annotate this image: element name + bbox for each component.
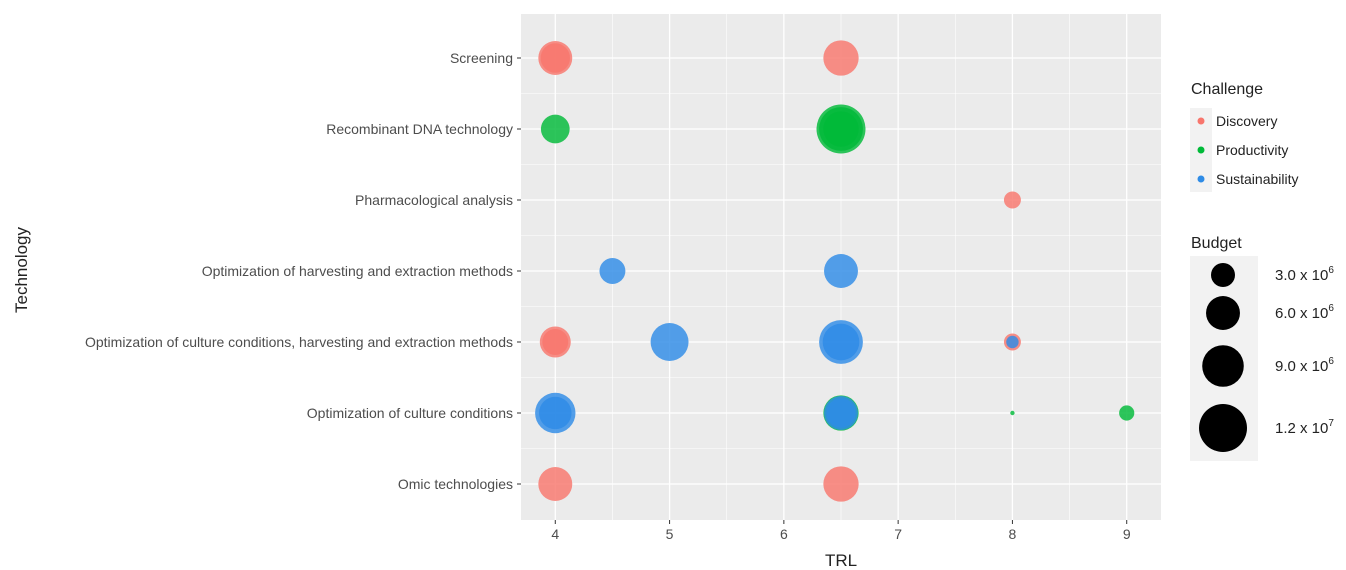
x-tick-label: 7 <box>894 526 902 542</box>
color-legend-key <box>1197 146 1205 154</box>
x-tick-label: 5 <box>666 526 674 542</box>
y-tick-label: Omic technologies <box>398 476 513 492</box>
y-tick-label: Screening <box>450 50 513 66</box>
data-point <box>1010 410 1015 416</box>
data-point <box>538 467 573 501</box>
data-point <box>599 258 626 284</box>
color-legend-title: Challenge <box>1191 81 1263 98</box>
data-point <box>823 111 859 147</box>
data-point <box>540 114 570 144</box>
data-point <box>823 466 859 502</box>
data-point <box>822 323 860 361</box>
size-legend-key <box>1202 345 1244 387</box>
y-axis-title: Technology <box>12 227 31 314</box>
x-tick-label: 8 <box>1009 526 1017 542</box>
x-tick-label: 4 <box>551 526 559 542</box>
y-tick-label: Recombinant DNA technology <box>326 121 513 137</box>
size-legend-title: Budget <box>1191 235 1242 252</box>
data-point <box>540 43 570 73</box>
size-legend-label: 6.0 x 106 <box>1275 303 1334 322</box>
data-point <box>823 40 859 76</box>
data-point <box>1006 335 1019 349</box>
size-legend-key <box>1206 296 1240 330</box>
color-legend-key <box>1197 175 1205 183</box>
data-point <box>539 396 572 430</box>
x-axis-ticks: 4 5 6 7 8 9 <box>551 520 1131 542</box>
data-point <box>650 323 689 361</box>
size-legend-label: 1.2 x 107 <box>1275 418 1334 437</box>
data-point <box>1119 405 1135 421</box>
size-legend-key <box>1199 404 1247 452</box>
color-legend-key <box>1197 117 1205 125</box>
x-axis-title: TRL <box>825 551 857 570</box>
x-tick-label: 9 <box>1123 526 1131 542</box>
color-legend-label: Productivity <box>1216 142 1288 158</box>
data-point <box>542 329 569 355</box>
y-tick-label: Pharmacological analysis <box>355 192 513 208</box>
color-legend: Challenge Discovery Productivity Sustainab… <box>1190 81 1299 192</box>
y-tick-label: Optimization of harvesting and extractio… <box>202 263 513 279</box>
y-tick-label: Optimization of culture conditions, harv… <box>85 334 513 350</box>
size-legend: Budget 3.0 x 106 6.0 x 106 9.0 x 106 1.2 x … <box>1190 235 1334 461</box>
color-legend-label: Sustainability <box>1216 171 1299 187</box>
size-legend-key <box>1211 263 1235 287</box>
data-point <box>826 398 856 428</box>
data-point <box>824 254 858 288</box>
y-tick-label: Optimization of culture conditions <box>307 405 513 421</box>
size-legend-label: 9.0 x 106 <box>1275 356 1334 375</box>
y-axis-ticks: Omic technologies Optimization of culture… <box>85 50 521 492</box>
size-legend-label: 3.0 x 106 <box>1275 265 1334 284</box>
x-tick-label: 6 <box>780 526 788 542</box>
data-point <box>1003 191 1021 209</box>
color-legend-label: Discovery <box>1216 113 1277 129</box>
data-points <box>535 40 1135 502</box>
